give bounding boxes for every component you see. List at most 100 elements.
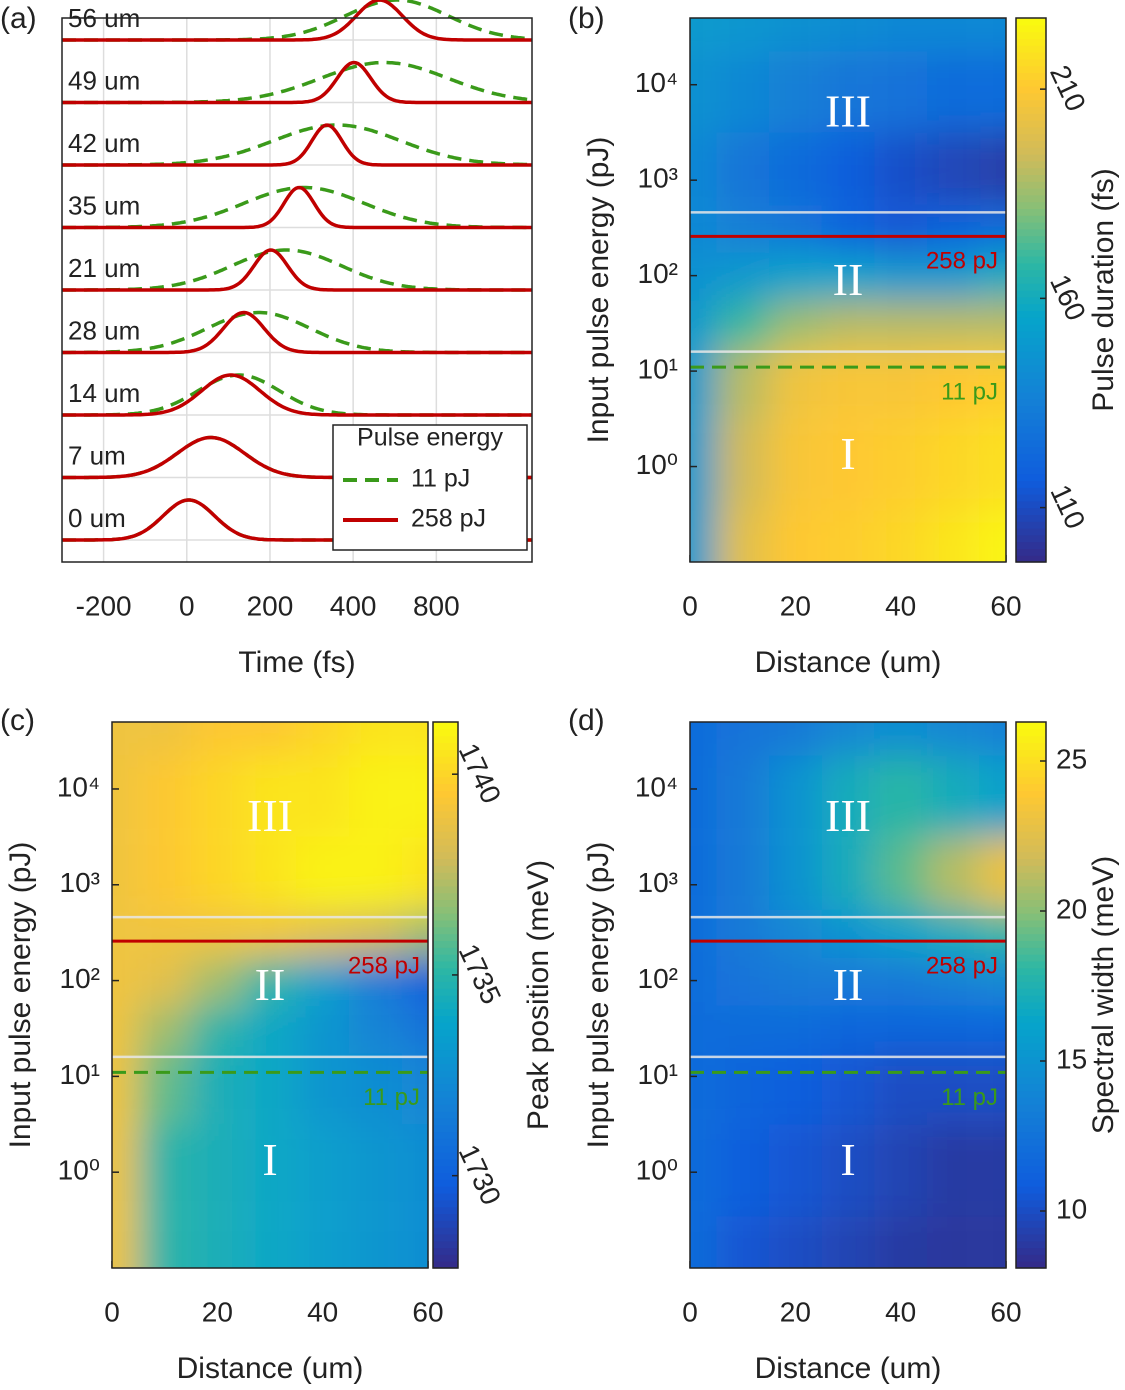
colorbar-swatch [1016, 735, 1046, 744]
colorbar-swatch [433, 1172, 458, 1180]
colorbar-swatch [1016, 528, 1046, 536]
heatmap-cell [716, 510, 769, 562]
region-label: III [825, 790, 871, 841]
colorbar-swatch [1016, 1015, 1046, 1023]
heatmap-cell [191, 1216, 244, 1268]
colorbar-swatch [1016, 1124, 1046, 1133]
colorbar-swatch [433, 803, 458, 812]
colorbar-swatch [1016, 249, 1046, 257]
colorbar-swatch [433, 1199, 458, 1208]
colorbar-swatch [1016, 1117, 1046, 1126]
colorbar-swatch [433, 1179, 458, 1187]
heatmap-cell [821, 1053, 875, 1125]
heatmap [690, 722, 1006, 1268]
heatmap-cell [690, 1216, 717, 1268]
colorbar-swatch [433, 1042, 458, 1051]
colorbar-swatch [1016, 974, 1046, 982]
colorbar-swatch [1016, 1186, 1046, 1194]
heatmap-cell [716, 1053, 769, 1125]
region-label: I [262, 1134, 277, 1185]
heatmap-cell [349, 836, 402, 910]
heatmap-cell [191, 836, 244, 910]
colorbar-swatch [1016, 878, 1046, 887]
heatmap-cell [401, 1124, 428, 1217]
colorbar-swatch [433, 797, 458, 805]
y-tick-label: 10³ [60, 867, 100, 898]
colorbar-swatch [1016, 541, 1046, 549]
colorbar-swatch [1016, 58, 1046, 67]
heatmap-cell [349, 957, 402, 1006]
heatmap-cell [716, 418, 769, 511]
heatmap-cell [769, 1216, 822, 1268]
colorbar-tick-label: 1740 [453, 739, 507, 809]
colorbar-swatch [433, 722, 458, 730]
colorbar-swatch [1016, 133, 1046, 141]
panel-label: (d) [568, 704, 605, 737]
colorbar-swatch [433, 844, 458, 853]
heatmap-cell [821, 510, 875, 562]
heatmap-cell [690, 418, 717, 511]
region-label: II [833, 959, 864, 1010]
colorbar-swatch [433, 735, 458, 744]
heatmap-cell [296, 755, 349, 837]
heatmap-cell [874, 722, 927, 756]
heatmap-cell [927, 836, 980, 910]
pulse [62, 248, 532, 292]
y-tick-label: 10³ [638, 867, 678, 898]
colorbar-swatch [433, 919, 458, 928]
y-tick-label: 10¹ [638, 353, 678, 384]
colorbar-tick-label: 160 [1044, 270, 1092, 325]
colorbar-swatch [1016, 38, 1046, 46]
colorbar-swatch [1016, 466, 1046, 475]
heatmap-cell [690, 1053, 717, 1125]
heatmap-cell [769, 510, 822, 562]
heatmap-cell [191, 1124, 244, 1217]
plot-frame [689, 17, 1007, 563]
heatmap-cell [874, 1124, 927, 1217]
heatmap-cell [821, 51, 875, 133]
trace-label: 49 um [68, 65, 140, 95]
colorbar-swatch [1016, 419, 1046, 427]
colorbar-swatch [1016, 378, 1046, 386]
y-tick-label: 10⁰ [636, 1155, 678, 1186]
panel-label: (b) [568, 2, 605, 35]
colorbar-swatch [1016, 762, 1046, 771]
pulse [62, 310, 532, 355]
colorbar-swatch [1016, 534, 1046, 543]
energy-line-label: 258 pJ [926, 248, 998, 275]
colorbar-swatch [1016, 446, 1046, 454]
y-axis-label: Input pulse energy (pJ) [4, 842, 37, 1149]
colorbar-swatch [433, 988, 458, 996]
colorbar-swatch [1016, 86, 1046, 94]
heatmap-cell [874, 18, 927, 52]
colorbar-swatch [1016, 892, 1046, 901]
colorbar-frame [432, 721, 459, 1269]
colorbar-swatch [1016, 1090, 1046, 1098]
heatmap-cell [243, 957, 297, 1006]
colorbar-swatch [1016, 521, 1046, 529]
heatmap-cell [874, 1053, 927, 1125]
heatmap-cell [112, 957, 139, 1006]
colorbar-swatch [433, 865, 458, 873]
heatmap-cell [401, 1005, 428, 1054]
heatmap-cell [296, 957, 349, 1006]
colorbar-swatch [433, 769, 458, 778]
heatmap-cell [769, 722, 822, 756]
y-axis-label: Input pulse energy (pJ) [582, 137, 615, 444]
colorbar-tick-label: 20 [1056, 893, 1087, 924]
heatmap-cell [979, 51, 1006, 133]
colorbar-swatch [1016, 1097, 1046, 1105]
heatmap-cell [112, 722, 139, 756]
heatmap-cell [769, 957, 822, 1006]
colorbar-swatch [1016, 398, 1046, 407]
colorbar-swatch [1016, 1199, 1046, 1208]
heatmap-cell [769, 755, 822, 837]
heatmap-cell [874, 836, 927, 910]
y-tick-label: 10¹ [638, 1059, 678, 1090]
colorbar-swatch [1016, 872, 1046, 880]
colorbar-tick-label: 110 [1044, 480, 1091, 534]
colorbar-swatch [433, 1254, 458, 1262]
colorbar-swatch [1016, 194, 1046, 203]
heatmap-cell [296, 1005, 349, 1054]
colorbar-swatch [1016, 769, 1046, 778]
